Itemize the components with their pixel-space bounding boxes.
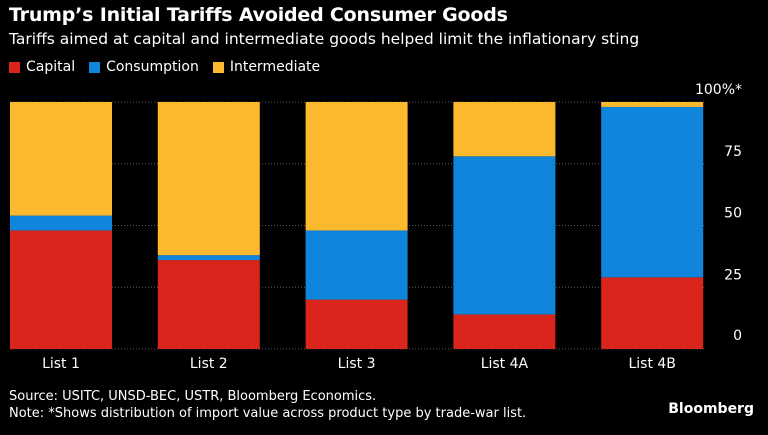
footnote: Note: *Shows distribution of import valu… <box>9 406 527 421</box>
bloomberg-logo: Bloomberg <box>668 401 754 417</box>
bar-intermediate-list-3 <box>305 102 408 231</box>
legend-swatch-consumption <box>89 61 101 73</box>
bar-capital-list-4a <box>453 314 556 349</box>
x-tick-label: List 2 <box>190 356 228 372</box>
legend-item-consumption: Consumption <box>89 59 199 75</box>
legend-item-capital: Capital <box>9 59 75 75</box>
bar-intermediate-list-4b <box>601 102 704 107</box>
y-tick-label: 25 <box>724 267 742 283</box>
legend-item-intermediate: Intermediate <box>212 59 321 75</box>
chart-title: Trump’s Initial Tariffs Avoided Consumer… <box>9 4 508 26</box>
bar-intermediate-list-1 <box>10 102 112 216</box>
bar-consumption-list-4b <box>601 106 704 278</box>
bar-consumption-list-2 <box>157 255 260 261</box>
chart-subtitle: Tariffs aimed at capital and intermediat… <box>9 30 640 48</box>
bar-consumption-list-1 <box>10 215 112 231</box>
bar-intermediate-list-4a <box>453 102 556 157</box>
legend: Capital Consumption Intermediate <box>9 59 320 75</box>
bar-intermediate-list-2 <box>157 102 260 256</box>
y-tick-label: 100%* <box>695 82 742 98</box>
source-note: Source: USITC, UNSD-BEC, USTR, Bloomberg… <box>9 389 377 404</box>
x-tick-label: List 3 <box>338 356 376 372</box>
y-tick-label: 0 <box>733 328 742 344</box>
bar-consumption-list-4a <box>453 156 556 315</box>
legend-label-capital: Capital <box>26 59 76 75</box>
legend-swatch-capital <box>9 61 20 73</box>
legend-label-consumption: Consumption <box>106 59 199 75</box>
footer-notes: Source: USITC, UNSD-BEC, USTR, Bloomberg… <box>9 388 526 422</box>
x-tick-label: List 4A <box>481 356 529 372</box>
x-tick-label: List 4B <box>628 356 675 372</box>
legend-label-intermediate: Intermediate <box>229 59 321 75</box>
bar-capital-list-4b <box>601 277 704 349</box>
bar-capital-list-2 <box>157 260 260 349</box>
x-tick-label: List 1 <box>42 356 80 372</box>
y-tick-label: 50 <box>724 206 742 222</box>
bar-capital-list-3 <box>305 299 408 349</box>
bar-consumption-list-3 <box>305 230 408 300</box>
y-tick-label: 75 <box>724 144 742 160</box>
bar-capital-list-1 <box>10 230 112 349</box>
legend-swatch-intermediate <box>212 61 224 73</box>
